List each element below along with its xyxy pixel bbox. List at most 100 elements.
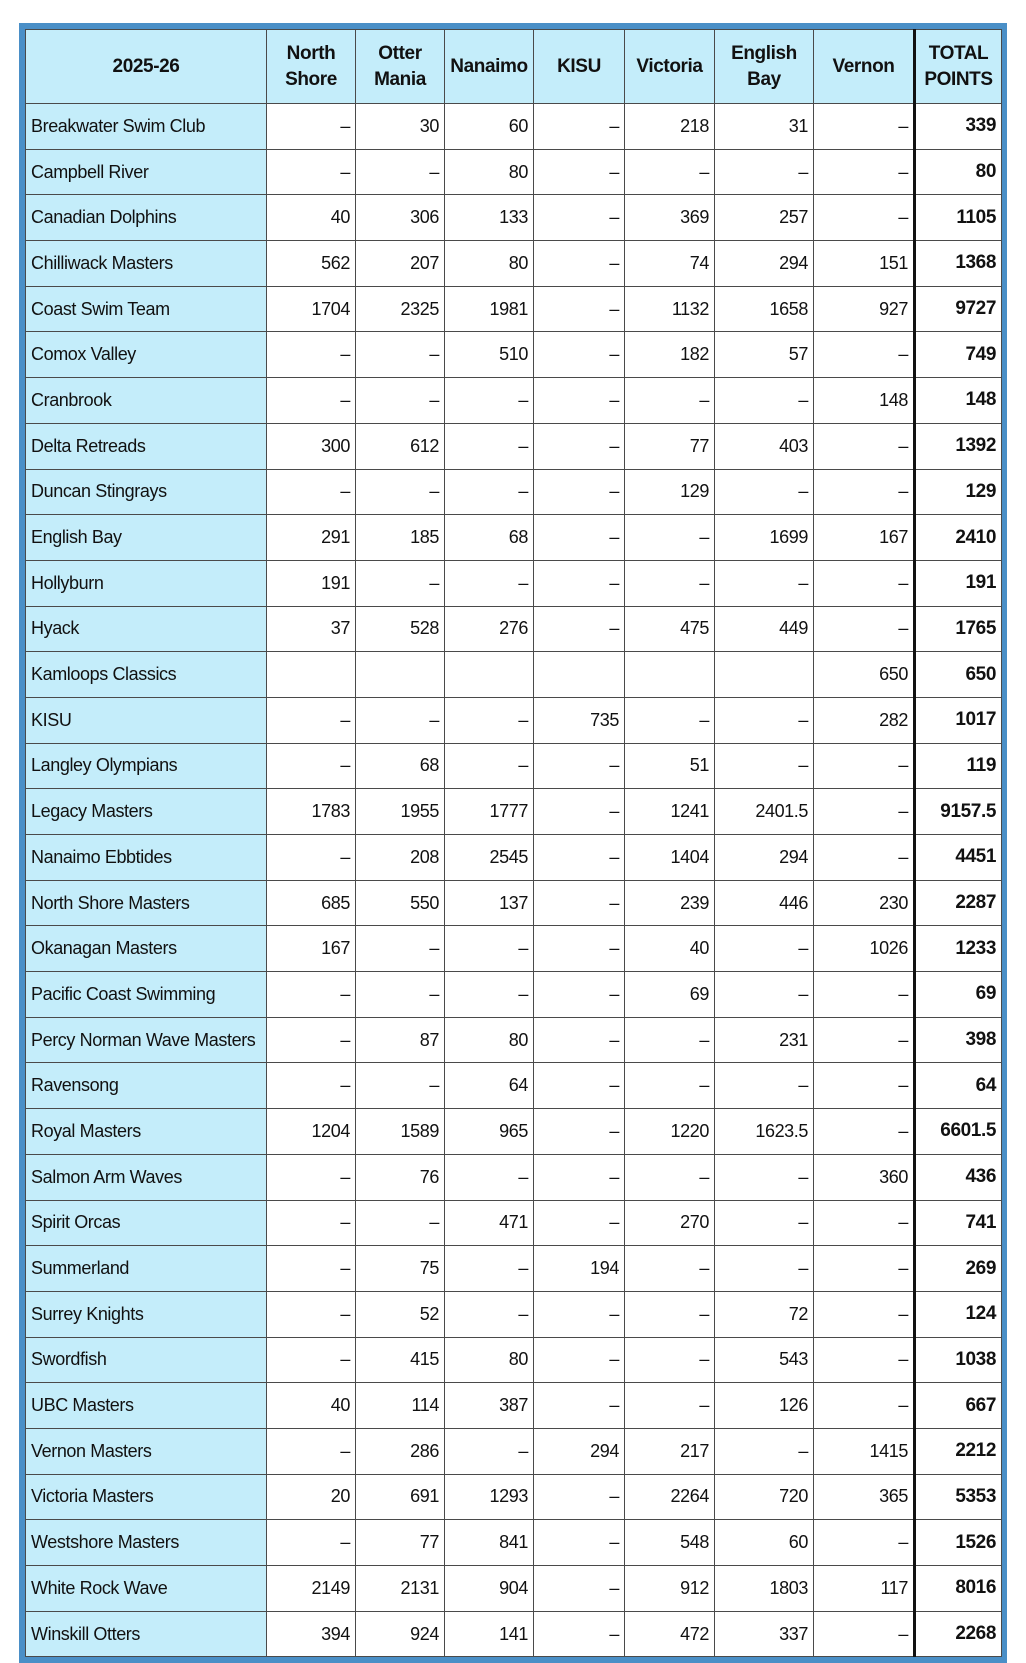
meet-points: 64 <box>444 1062 534 1110</box>
meet-points: 133 <box>444 194 534 242</box>
meet-points: – <box>813 559 915 607</box>
meet-points: – <box>266 696 356 744</box>
club-name: English Bay <box>25 514 267 561</box>
meet-points: – <box>444 1290 534 1338</box>
meet-points: 51 <box>624 742 715 790</box>
club-name: UBC Masters <box>25 1382 267 1429</box>
total-points: 749 <box>913 331 1002 379</box>
meet-points: – <box>533 834 625 881</box>
meet-points: – <box>533 1610 625 1658</box>
meet-points: – <box>266 1062 356 1110</box>
club-name: KISU <box>25 696 267 744</box>
meet-points: – <box>533 240 625 287</box>
total-points: 1368 <box>913 240 1002 287</box>
club-name: Salmon Arm Waves <box>25 1153 267 1201</box>
meet-points: – <box>533 1062 625 1110</box>
meet-points: – <box>533 331 625 379</box>
meet-points: – <box>813 971 915 1018</box>
meet-points: – <box>266 834 356 881</box>
meet-points: – <box>533 971 625 1018</box>
meet-points: 208 <box>355 834 445 881</box>
meet-points: – <box>813 1382 915 1429</box>
meet-points: – <box>813 148 915 196</box>
meet-points: 217 <box>624 1427 715 1475</box>
meet-points: 685 <box>266 879 356 927</box>
meet-points: – <box>355 1199 445 1247</box>
meet-points: – <box>714 696 814 744</box>
meet-points: 80 <box>444 1336 534 1384</box>
meet-points: 300 <box>266 422 356 470</box>
meet-points: – <box>714 1245 814 1292</box>
meet-points: – <box>533 103 625 150</box>
table-row: White Rock Wave 2149 2131 904–912 1803 117 801… <box>25 1565 1002 1612</box>
meet-points: 550 <box>355 879 445 927</box>
meet-points: – <box>714 148 814 196</box>
meet-points: 117 <box>813 1565 915 1612</box>
meet-points: – <box>813 1290 915 1338</box>
table-row: Canadian Dolphins 40 306 133–369 257–1105 <box>25 194 1002 242</box>
club-name: Hyack <box>25 605 267 653</box>
meet-points: – <box>355 971 445 1018</box>
meet-points: – <box>714 742 814 790</box>
meet-points: 1981 <box>444 285 534 333</box>
total-points: 191 <box>913 559 1002 607</box>
meet-points: – <box>533 879 625 927</box>
meet-points: – <box>533 559 625 607</box>
club-name: Campbell River <box>25 148 267 196</box>
meet-points: – <box>714 1427 814 1475</box>
table-row: Victoria Masters 20 691 1293–2264 720 365 5353 <box>25 1473 1002 1521</box>
meet-points: 148 <box>813 377 915 424</box>
meet-points: 1623.5 <box>714 1108 814 1155</box>
table-row: Breakwater Swim Club –30 60–218 31–339 <box>25 103 1002 150</box>
meet-points: – <box>444 377 534 424</box>
total-points: 1526 <box>913 1519 1002 1566</box>
meet-points: – <box>533 1199 625 1247</box>
club-name: Canadian Dolphins <box>25 194 267 242</box>
meet-points: – <box>624 1290 715 1338</box>
meet-points: 1415 <box>813 1427 915 1475</box>
club-name: Vernon Masters <box>25 1427 267 1475</box>
meet-points: – <box>533 194 625 242</box>
meet-points: 1589 <box>355 1108 445 1155</box>
meet-points: – <box>813 742 915 790</box>
meet-points: – <box>533 468 625 516</box>
meet-points: 114 <box>355 1382 445 1429</box>
meet-points: 294 <box>714 834 814 881</box>
meet-points: – <box>533 514 625 561</box>
meet-points: 167 <box>813 514 915 561</box>
meet-points: – <box>533 1473 625 1521</box>
club-name: Delta Retreads <box>25 422 267 470</box>
meet-points: 691 <box>355 1473 445 1521</box>
header-cell: North Shore <box>266 29 356 104</box>
club-name: Spirit Orcas <box>25 1199 267 1247</box>
meet-points: 2131 <box>355 1565 445 1612</box>
table-row: Percy Norman Wave Masters –87 80– –231–398 <box>25 1016 1002 1064</box>
table-row: Vernon Masters –286–294 217–1415 2212 <box>25 1427 1002 1475</box>
header-cell: Otter Mania <box>355 29 445 104</box>
total-points: 9157.5 <box>913 788 1002 835</box>
table-row: Summerland –75–194– – –269 <box>25 1245 1002 1292</box>
meet-points: 276 <box>444 605 534 653</box>
total-points: 5353 <box>913 1473 1002 1521</box>
meet-points: 40 <box>266 1382 356 1429</box>
meet-points: – <box>444 696 534 744</box>
meet-points: – <box>444 925 534 973</box>
meet-points: 80 <box>444 1016 534 1064</box>
meet-points: – <box>266 742 356 790</box>
club-name: Nanaimo Ebbtides <box>25 834 267 881</box>
meet-points: – <box>266 377 356 424</box>
meet-points: – <box>444 971 534 1018</box>
meet-points: 475 <box>624 605 715 653</box>
table-row: Cranbrook – – – – – –148 148 <box>25 377 1002 424</box>
header-cell: English Bay <box>714 29 814 104</box>
total-points: 80 <box>913 148 1002 196</box>
club-name: Okanagan Masters <box>25 925 267 973</box>
meet-points: 68 <box>444 514 534 561</box>
meet-points: 129 <box>624 468 715 516</box>
total-points: 64 <box>913 1062 1002 1110</box>
meet-points: 1026 <box>813 925 915 973</box>
meet-points: – <box>813 194 915 242</box>
total-points: 667 <box>913 1382 1002 1429</box>
meet-points: – <box>266 1290 356 1338</box>
total-points: 4451 <box>913 834 1002 881</box>
